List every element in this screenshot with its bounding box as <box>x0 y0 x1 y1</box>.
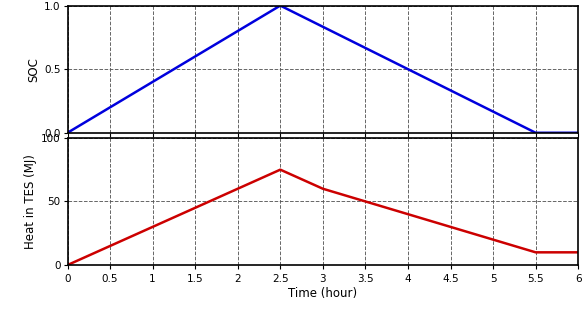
Y-axis label: Heat in TES (MJ): Heat in TES (MJ) <box>23 154 37 249</box>
X-axis label: Time (hour): Time (hour) <box>288 287 357 300</box>
Y-axis label: SOC: SOC <box>27 57 40 82</box>
